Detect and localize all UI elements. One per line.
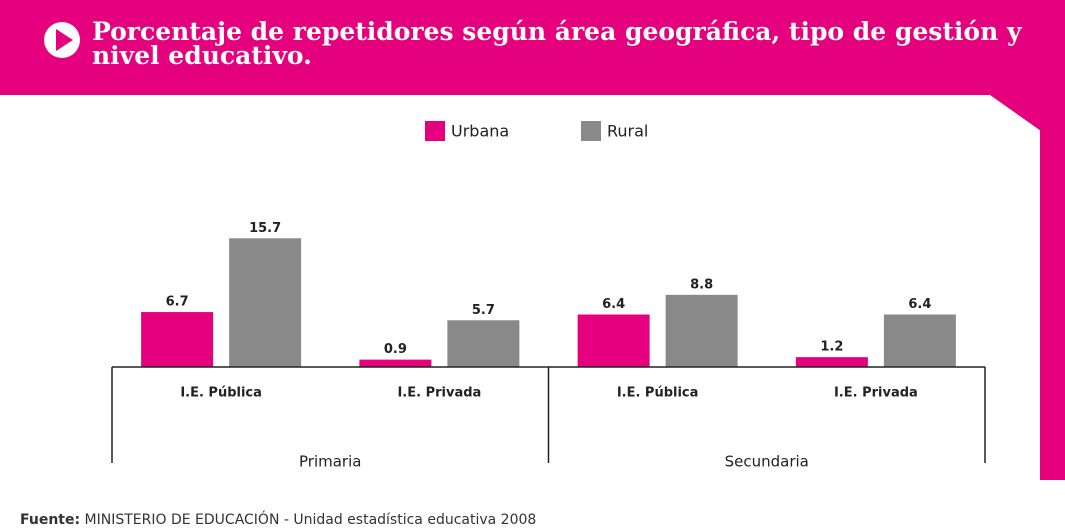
group-label: Secundaria: [725, 453, 809, 471]
x-tick-label: I.E. Pública: [617, 386, 699, 401]
x-tick-label: I.E. Privada: [397, 386, 481, 401]
source: Fuente: MINISTERIO DE EDUCACIÓN - Unidad…: [20, 512, 536, 528]
bar: [141, 312, 214, 367]
legend-swatch: [425, 121, 445, 141]
bar: [883, 314, 956, 367]
side-strip: [1040, 0, 1065, 480]
data-label: 8.8: [690, 277, 713, 292]
data-label: 15.7: [249, 221, 281, 236]
x-tick-label: I.E. Pública: [180, 386, 262, 401]
bar: [359, 359, 432, 367]
data-label: 6.4: [908, 297, 931, 312]
corner: [990, 95, 1041, 131]
data-label: 5.7: [472, 303, 495, 318]
header-band: [0, 0, 1065, 95]
bar: [577, 314, 650, 367]
legend-swatch: [581, 121, 601, 141]
source-label: Fuente:: [20, 512, 81, 528]
data-label: 6.7: [166, 295, 189, 310]
chart-title: Porcentaje de repetidores según área geo…: [92, 17, 1022, 70]
x-tick-label: I.E. Privada: [834, 386, 918, 401]
legend-label: Rural: [607, 122, 648, 141]
data-label: 0.9: [384, 342, 407, 357]
data-label: 6.4: [602, 297, 625, 312]
bar: [795, 357, 868, 367]
title-icon-arrow: [56, 29, 73, 51]
bar: [665, 294, 738, 367]
group-label: Primaria: [299, 453, 361, 471]
data-label: 1.2: [820, 340, 843, 355]
bar: [229, 238, 302, 367]
bar: [447, 320, 520, 367]
source-text: MINISTERIO DE EDUCACIÓN - Unidad estadís…: [84, 512, 537, 528]
legend-label: Urbana: [451, 122, 509, 141]
